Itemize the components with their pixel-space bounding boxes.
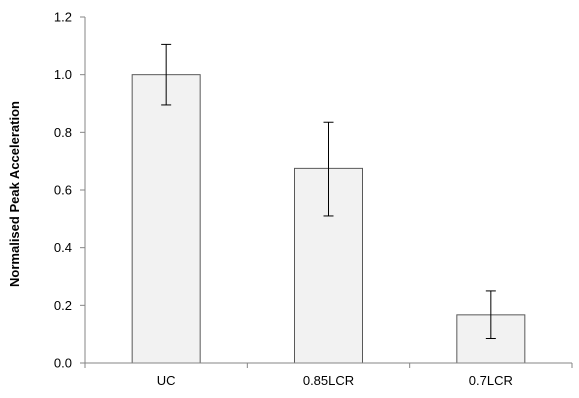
y-tick-label: 1.0 [54,67,72,82]
bars [131,74,526,364]
y-tick-label: 0.8 [54,125,72,140]
bar-uc [131,74,201,364]
x-tick-label: UC [157,373,176,388]
x-tick-label: 0.7LCR [469,373,513,388]
y-tick-label: 1.2 [54,10,72,25]
y-axis-title: Normalised Peak Acceleration [7,101,22,287]
error-bars [161,43,496,339]
y-tick-label: 0.6 [54,183,72,198]
x-tick-label: 0.85LCR [303,373,354,388]
y-tick-label: 0.2 [54,298,72,313]
axes [84,17,573,368]
y-axis-ticks: 0.0 0.2 0.4 0.6 0.8 1.0 1.2 [54,10,85,371]
y-tick-label: 0.4 [54,240,72,255]
x-axis-labels: UC 0.85LCR 0.7LCR [157,373,513,388]
y-tick-label: 0.0 [54,356,72,371]
